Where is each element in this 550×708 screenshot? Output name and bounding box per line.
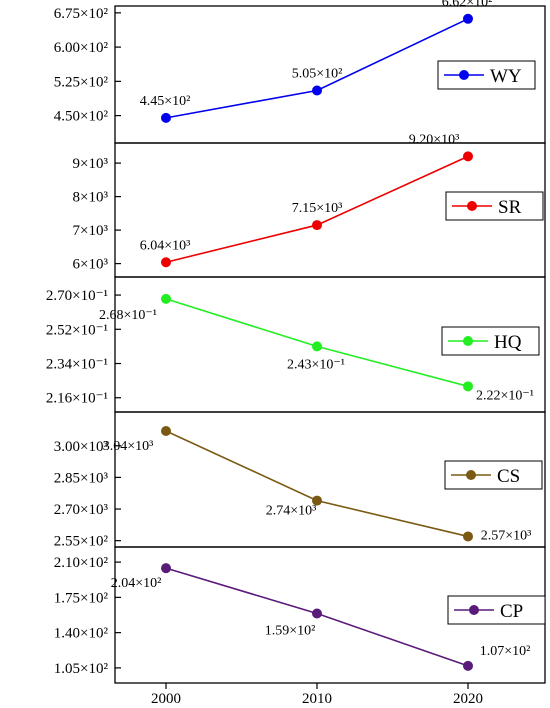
data-point [161,563,171,574]
data-label: 6.62×10² [442,0,493,10]
x-tick-label: 2000 [151,691,181,707]
y-tick-label: 8×10³ [73,190,109,206]
data-point [161,257,171,268]
y-tick-label: 2.70×10⁻¹ [46,288,108,304]
legend-marker [463,336,473,346]
data-label: 5.05×10² [292,66,343,81]
legend-wy: WY [437,60,536,90]
series-line-cs [165,430,469,538]
data-label: 2.68×10⁻¹ [99,308,157,323]
data-point [463,660,473,671]
y-tick-label: 7×10³ [73,223,109,239]
data-label: 2.57×10³ [481,528,532,543]
legend-label: SR [498,197,522,218]
data-point [312,85,322,96]
legend-box [445,191,544,221]
legend-sr: SR [445,191,544,221]
data-point [161,112,171,123]
legend-hq: HQ [441,326,540,356]
legend-label: CP [500,601,523,622]
data-label: 2.22×10⁻¹ [476,388,534,403]
data-label: 2.04×10² [111,576,162,591]
data-point [312,341,322,352]
data-label: 2.43×10⁻¹ [287,357,345,372]
legend-marker [469,605,479,615]
legend-marker [466,470,476,480]
legend-label: HQ [494,332,522,353]
y-tick-label: 2.85×10³ [54,470,109,486]
y-tick-label: 2.52×10⁻¹ [46,322,108,338]
legend-cp: CP [447,595,546,625]
y-tick-label: 3.00×10³ [54,439,109,455]
data-label: 4.45×10² [140,94,191,109]
y-tick-label: 6×10³ [73,257,109,273]
y-tick-label: 6.00×10² [54,40,109,56]
data-point [161,425,171,436]
data-label: 7.15×10³ [292,201,343,216]
x-tick-label: 2020 [453,691,483,707]
data-point [312,495,322,506]
legend-label: WY [490,66,522,87]
data-point [312,608,322,619]
data-label: 1.07×10² [480,644,531,659]
panel-cp: 1.05×10² 1.40×10² 1.75×10² 2.10×10²2.04×10²… [54,546,546,684]
data-point [161,293,171,304]
legend-marker [459,70,469,80]
y-tick-label: 2.70×10³ [54,502,109,518]
y-tick-label: 2.10×10² [54,555,109,571]
legend-box [444,460,543,490]
y-tick-label: 2.34×10⁻¹ [46,357,108,373]
panel-wy: 4.50×10² 5.25×10² 6.00×10² 6.75×10² 4.45×10²… [54,0,546,144]
y-tick-label: 6.75×10² [54,6,109,22]
data-label: 9.20×10³ [409,132,460,147]
legend-marker [467,201,477,211]
data-label: 2.74×10³ [266,504,317,519]
panel-cs: 2.55×10² 2.70×10³ 2.85×10³ 3.00×10³3.04×10³… [54,411,546,550]
data-label: 1.59×10² [265,623,316,638]
y-tick-label: 2.16×10⁻¹ [46,391,108,407]
panel-sr: 6×10³ 7×10³ 8×10³ 9×10³ 6.04×10³ 7.15×10³ 9.20… [73,132,546,278]
y-tick-label: 1.40×10² [54,626,109,642]
data-point [463,13,473,24]
data-point [463,151,473,162]
y-tick-label: 2.55×10² [54,534,109,550]
legend-label: CS [497,466,520,487]
y-tick-label: 5.25×10² [54,74,109,90]
y-tick-label: 9×10³ [73,156,109,172]
panel-hq: 2.16×10⁻¹ 2.34×10⁻¹ 2.52×10⁻¹ 2.70×10⁻¹ 2.68… [46,276,546,413]
data-point [463,531,473,542]
data-label: 6.04×10³ [140,238,191,253]
y-tick-label: 1.05×10² [54,661,109,677]
x-tick-label: 2010 [302,691,332,707]
y-tick-label: 4.50×10² [54,109,109,125]
data-label: 3.04×10³ [103,439,154,454]
legend-cs: CS [444,460,543,490]
data-point [312,220,322,231]
data-point [463,381,473,392]
y-tick-label: 1.75×10² [54,590,109,606]
